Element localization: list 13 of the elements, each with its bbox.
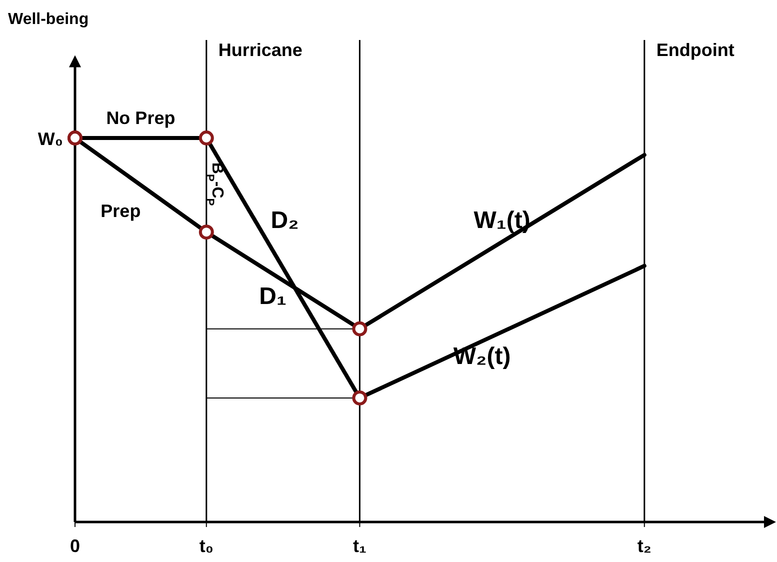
ref-line-label: Hurricane	[218, 40, 302, 60]
text: Well-being	[8, 11, 89, 28]
annotation: W₀	[38, 129, 63, 149]
series-label: Prep	[100, 201, 141, 222]
x-tick-label: t₂	[637, 536, 652, 556]
x-tick-label: t₁	[352, 536, 366, 556]
x-tick-label: 0	[70, 536, 80, 556]
series-label: No Prep	[106, 108, 176, 128]
annotation: D₁	[259, 282, 286, 310]
x-tick-label: t₀	[199, 536, 214, 556]
series-label: W₁(t)	[474, 206, 530, 234]
annotation: D₂	[270, 206, 299, 234]
ref-line-label: Endpoint	[656, 40, 734, 60]
